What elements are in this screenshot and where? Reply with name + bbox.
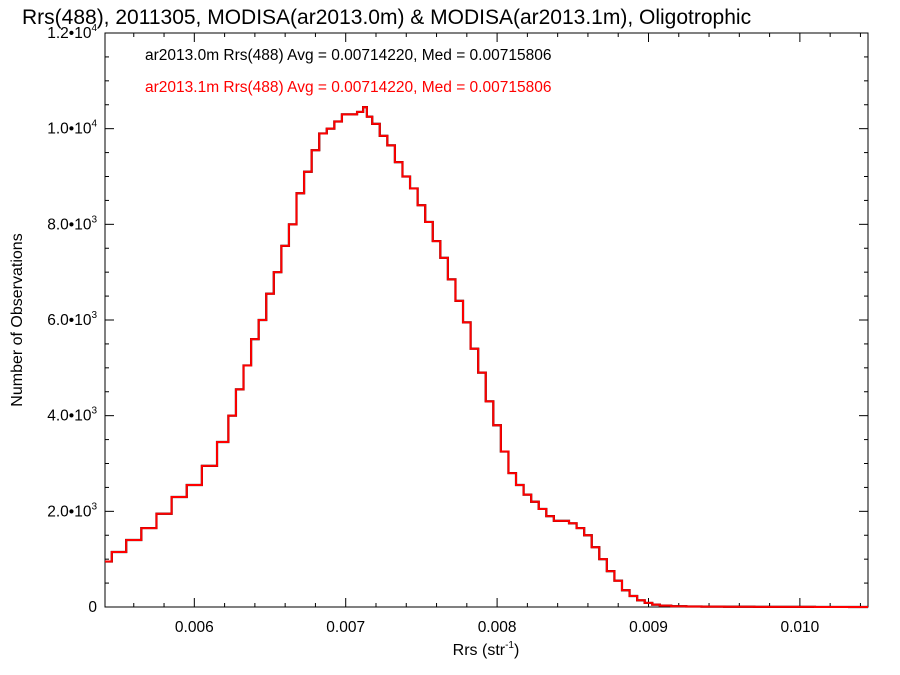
- y-tick-label: 1.2•104: [47, 23, 97, 42]
- y-tick-mantissa: 1.2•10: [47, 25, 92, 42]
- series-layer: [105, 106, 868, 609]
- series-line-ar2013-1m: [105, 106, 868, 608]
- legend: ar2013.0m Rrs(488) Avg = 0.00714220, Med…: [145, 47, 551, 96]
- y-tick-exponent: 3: [91, 310, 97, 321]
- y-tick-mantissa: 1.0•10: [47, 121, 92, 138]
- x-axis-label-close: ): [514, 642, 519, 659]
- x-axis: 0.006 0.007 0.008 0.009 0.010: [133, 33, 861, 636]
- x-axis-label: Rrs (str-1): [453, 640, 520, 659]
- y-tick-label: 8.0•103: [47, 214, 97, 233]
- y-tick-label: 4.0•103: [47, 406, 97, 425]
- y-tick-label: 1.0•104: [47, 119, 97, 138]
- x-axis-label-exponent: -1: [505, 640, 514, 651]
- y-tick-mantissa: 4.0•10: [47, 408, 92, 425]
- series-line-ar2013-0m: [105, 106, 868, 609]
- plot-border: [104, 32, 869, 608]
- y-tick-exponent: 3: [91, 214, 97, 225]
- y-tick-exponent: 4: [91, 119, 97, 130]
- y-tick-exponent: 4: [91, 23, 97, 34]
- legend-entry-ar2013-0m: ar2013.0m Rrs(488) Avg = 0.00714220, Med…: [145, 47, 551, 64]
- y-tick-label: 2.0•103: [47, 501, 97, 520]
- x-tick-label: 0.009: [629, 619, 668, 636]
- legend-entry-ar2013-1m: ar2013.1m Rrs(488) Avg = 0.00714220, Med…: [145, 79, 551, 96]
- x-tick-label: 0.007: [326, 619, 365, 636]
- y-tick-exponent: 3: [91, 501, 97, 512]
- y-tick-mantissa: 0: [88, 599, 97, 616]
- y-tick-exponent: 3: [91, 406, 97, 417]
- x-tick-label: 0.006: [175, 619, 214, 636]
- y-tick-mantissa: 6.0•10: [47, 312, 92, 329]
- chart-title: Rrs(488), 2011305, MODISA(ar2013.0m) & M…: [22, 6, 751, 29]
- y-axis-label: Number of Observations: [9, 233, 26, 406]
- y-tick-label: 6.0•103: [47, 310, 97, 329]
- plot-frame: [104, 32, 869, 608]
- x-tick-label: 0.008: [478, 619, 517, 636]
- x-tick-label: 0.010: [780, 619, 819, 636]
- y-tick-label: 0: [88, 599, 97, 616]
- y-tick-mantissa: 8.0•10: [47, 216, 92, 233]
- y-axis: 02.0•1034.0•1036.0•1038.0•1031.0•1041.2•…: [47, 23, 868, 616]
- x-axis-label-main: Rrs (str: [453, 642, 506, 659]
- y-tick-mantissa: 2.0•10: [47, 503, 92, 520]
